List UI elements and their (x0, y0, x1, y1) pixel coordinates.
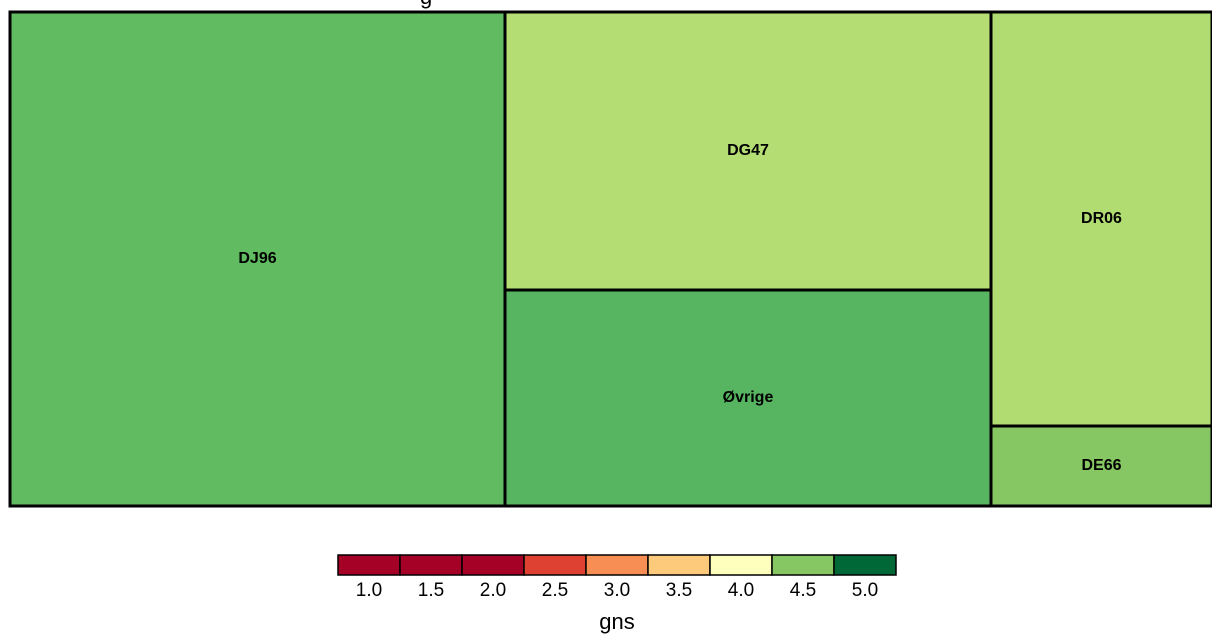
legend-swatch (585, 554, 649, 576)
tile-dr06: DR06 (989, 10, 1212, 428)
tile-de66: DE66 (989, 424, 1212, 508)
legend-swatches (337, 554, 897, 576)
tile-rect (503, 10, 993, 292)
legend-tick-label: 2.0 (480, 580, 506, 601)
legend-tick-label: 1.5 (418, 580, 444, 601)
legend-tick-label: 2.5 (542, 580, 568, 601)
legend-ticks: 1.0 1.5 2.0 2.5 3.0 3.5 4.0 4.5 5.0 (356, 580, 878, 601)
legend-swatch (647, 554, 711, 576)
chart-title-fragment: g (420, 0, 432, 9)
tile-label: DJ96 (238, 250, 276, 267)
tile-label: DE66 (1081, 457, 1121, 474)
tile-rect (989, 10, 1212, 428)
tile-rect (503, 288, 993, 508)
tile-dg47: DG47 (503, 10, 993, 292)
legend: 1.0 1.5 2.0 2.5 3.0 3.5 4.0 4.5 5.0 gns (337, 554, 897, 634)
legend-tick-label: 3.0 (604, 580, 630, 601)
legend-tick-label: 1.0 (356, 580, 382, 601)
tile-label: Øvrige (723, 389, 774, 406)
legend-swatch (771, 554, 835, 576)
legend-swatch (399, 554, 463, 576)
treemap-tiles: DJ96 DG47 Øvrige DR06 DE66 (8, 10, 1212, 508)
legend-tick-label: 3.5 (666, 580, 692, 601)
legend-swatch (337, 554, 401, 576)
legend-tick-label: 4.0 (728, 580, 754, 601)
tile-rect (989, 424, 1212, 508)
legend-title: gns (599, 609, 634, 634)
tile-label: DG47 (727, 142, 769, 159)
legend-swatch (523, 554, 587, 576)
legend-tick-label: 4.5 (790, 580, 816, 601)
legend-swatch (461, 554, 525, 576)
legend-tick-label: 5.0 (852, 580, 878, 601)
legend-swatch (709, 554, 773, 576)
tile-rect (8, 10, 507, 508)
tile-label: DR06 (1081, 210, 1122, 227)
tile-dj96: DJ96 (8, 10, 507, 508)
tile-øvrige: Øvrige (503, 288, 993, 508)
legend-swatch (833, 554, 897, 576)
